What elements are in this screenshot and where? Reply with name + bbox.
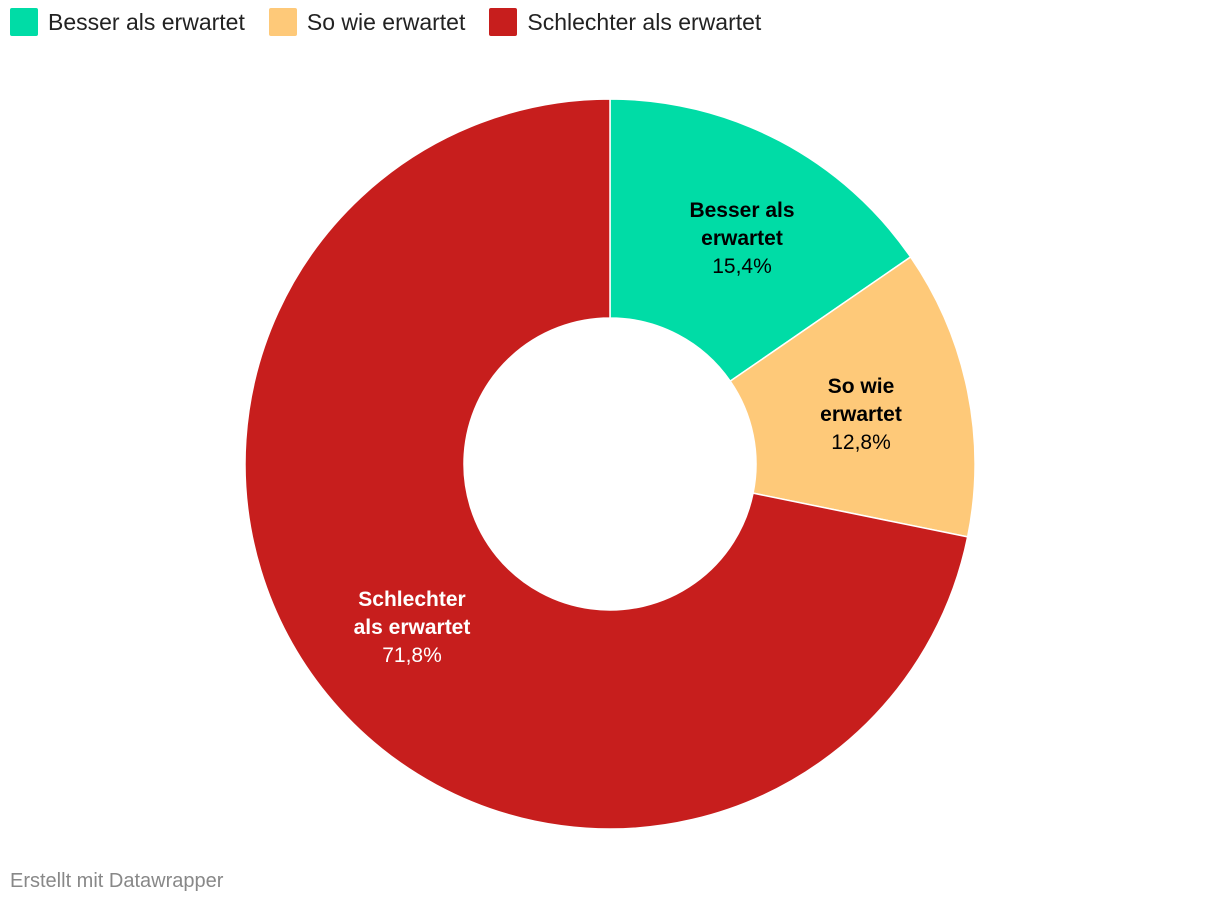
slice-title-line: Besser als — [689, 199, 794, 222]
donut-slice-2 — [729, 255, 976, 538]
slice-title-line: erwartet — [820, 403, 902, 426]
donut-slice-1 — [609, 98, 912, 383]
legend-item-schlechter: Schlechter als erwartet — [489, 8, 761, 36]
legend-item-besser: Besser als erwartet — [10, 8, 245, 36]
slice-title-line: So wie — [828, 375, 895, 398]
slice-label-3: Schlechter als erwartet 71,8% — [354, 588, 471, 667]
slice-label-2: So wie erwartet 12,8% — [820, 375, 902, 454]
slice-value-label: 12,8% — [831, 431, 891, 454]
slice-title-line: erwartet — [701, 227, 783, 250]
legend-label: So wie erwartet — [306, 8, 466, 35]
legend-label: Schlechter als erwartet — [527, 8, 762, 35]
slice-value-label: 71,8% — [382, 644, 442, 667]
legend-label: Besser als erwartet — [48, 8, 245, 35]
legend-swatch — [268, 8, 297, 36]
legend-swatch — [489, 8, 518, 36]
slice-title-line: als erwartet — [354, 616, 471, 639]
slice-value-label: 15,4% — [712, 255, 772, 278]
slice-title-line: Schlechter — [358, 588, 465, 611]
legend-swatch — [10, 8, 38, 36]
legend-item-so-wie: So wie erwartet — [268, 8, 466, 36]
slice-label-1: Besser als erwartet 15,4% — [689, 199, 794, 278]
donut-slice-3 — [244, 98, 969, 830]
footer-credit: Erstellt mit Datawrapper — [10, 870, 224, 892]
legend: Besser als erwartet So wie erwartet Schl… — [10, 8, 785, 36]
